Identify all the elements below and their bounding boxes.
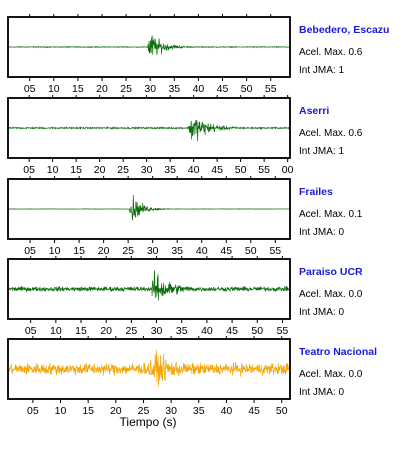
x-tick-label: 05 [25,325,37,337]
seismogram-panel: 05 10 15 20 25 30 35 40 45 50 55 Paraiso UCR Acel. M… [7,256,363,337]
waveform-trace [7,350,291,387]
x-tick-label: 15 [70,164,82,176]
x-tick-label: 15 [82,405,94,417]
x-tick-label: 30 [165,405,177,417]
seismogram-panels: 05 10 15 20 25 30 35 40 45 50 55 Bebedero, Escazu Ac… [7,14,389,417]
waveform-trace [7,35,291,55]
seismogram-panel: 05 10 15 20 25 30 35 40 45 50 Teatro Nacional Acel.… [7,336,377,417]
x-tick-label: 35 [164,164,176,176]
max-acceleration: Acel. Max. 0.6 [299,47,363,58]
jma-intensity: Int JMA: 1 [299,146,344,157]
x-tick-label: 25 [117,164,129,176]
x-tick-label: 45 [220,245,232,257]
x-tick-label: 25 [122,245,134,257]
x-tick-label: 20 [110,405,122,417]
x-tick-label: 40 [193,83,205,95]
x-tick-label: 25 [120,83,132,95]
station-name: Teatro Nacional [299,346,377,358]
seismogram-panel: 05 10 15 20 25 30 35 40 45 50 55 Bebedero, Escazu Ac… [7,14,389,95]
x-tick-label: 10 [50,325,62,337]
max-acceleration: Acel. Max. 0.0 [299,289,363,300]
x-tick-label: 05 [23,164,35,176]
x-tick-label: 10 [55,405,67,417]
panel-border [7,338,291,400]
jma-intensity: Int JMA: 0 [299,227,344,238]
x-tick-label: 30 [144,83,156,95]
x-tick-label: 10 [48,83,60,95]
x-tick-label: 55 [269,245,281,257]
max-acceleration: Acel. Max. 0.1 [299,209,363,220]
x-tick-label: 45 [248,405,260,417]
x-tick-label: 25 [138,405,150,417]
x-tick-label: 20 [98,245,110,257]
x-tick-label: 40 [188,164,200,176]
x-tick-label: 20 [96,83,108,95]
jma-intensity: Int JMA: 1 [299,65,344,76]
x-tick-label: 15 [73,245,85,257]
x-tick-label: 55 [265,83,277,95]
x-tick-label: 20 [100,325,112,337]
station-name: Bebedero, Escazu [299,24,389,36]
x-tick-label: 30 [151,325,163,337]
waveform-trace [7,270,291,301]
station-name: Frailes [299,186,333,198]
x-tick-label: 40 [196,245,208,257]
x-tick-label: 45 [217,83,229,95]
x-tick-label: 45 [211,164,223,176]
x-tick-label: 20 [94,164,106,176]
seismogram-panel: 05 10 15 20 25 30 35 40 45 50 55 00 Aserri Acel. Max.… [7,95,363,176]
x-tick-label: 50 [276,405,288,417]
x-tick-label: 40 [221,405,233,417]
x-tick-label: 30 [147,245,159,257]
x-tick-label: 55 [258,164,270,176]
x-tick-label: 50 [245,245,257,257]
waveform-trace [7,119,291,142]
x-tick-label: 50 [251,325,263,337]
x-tick-label: 30 [141,164,153,176]
x-tick-label: 35 [176,325,188,337]
x-tick-label: 55 [277,325,289,337]
x-tick-label: 50 [241,83,253,95]
x-tick-label: 45 [226,325,238,337]
x-tick-label: 15 [72,83,84,95]
x-tick-label: 10 [49,245,61,257]
max-acceleration: Acel. Max. 0.6 [299,128,363,139]
jma-intensity: Int JMA: 0 [299,307,344,318]
x-tick-label: 05 [24,245,36,257]
seismogram-panel: 05 10 15 20 25 30 35 40 45 50 55 Frailes Acel. Max. … [7,176,363,257]
x-tick-label: 40 [201,325,213,337]
x-tick-label: 50 [235,164,247,176]
x-tick-label: 10 [47,164,59,176]
x-tick-label: 35 [168,83,180,95]
station-name: Paraiso UCR [299,266,363,278]
max-acceleration: Acel. Max. 0.0 [299,369,363,380]
panel-border [7,16,291,78]
x-tick-label: 35 [171,245,183,257]
panel-border [7,258,291,320]
waveform-trace [7,195,291,221]
x-tick-label: 15 [75,325,87,337]
x-axis-label: Tiempo (s) [120,415,177,429]
x-tick-label: 25 [126,325,138,337]
station-name: Aserri [299,105,329,117]
x-tick-label: 05 [24,83,36,95]
x-tick-label: 00 [282,164,294,176]
jma-intensity: Int JMA: 0 [299,387,344,398]
x-tick-label: 05 [27,405,39,417]
panel-border [7,97,291,159]
panel-border [7,178,291,240]
x-tick-label: 35 [193,405,205,417]
